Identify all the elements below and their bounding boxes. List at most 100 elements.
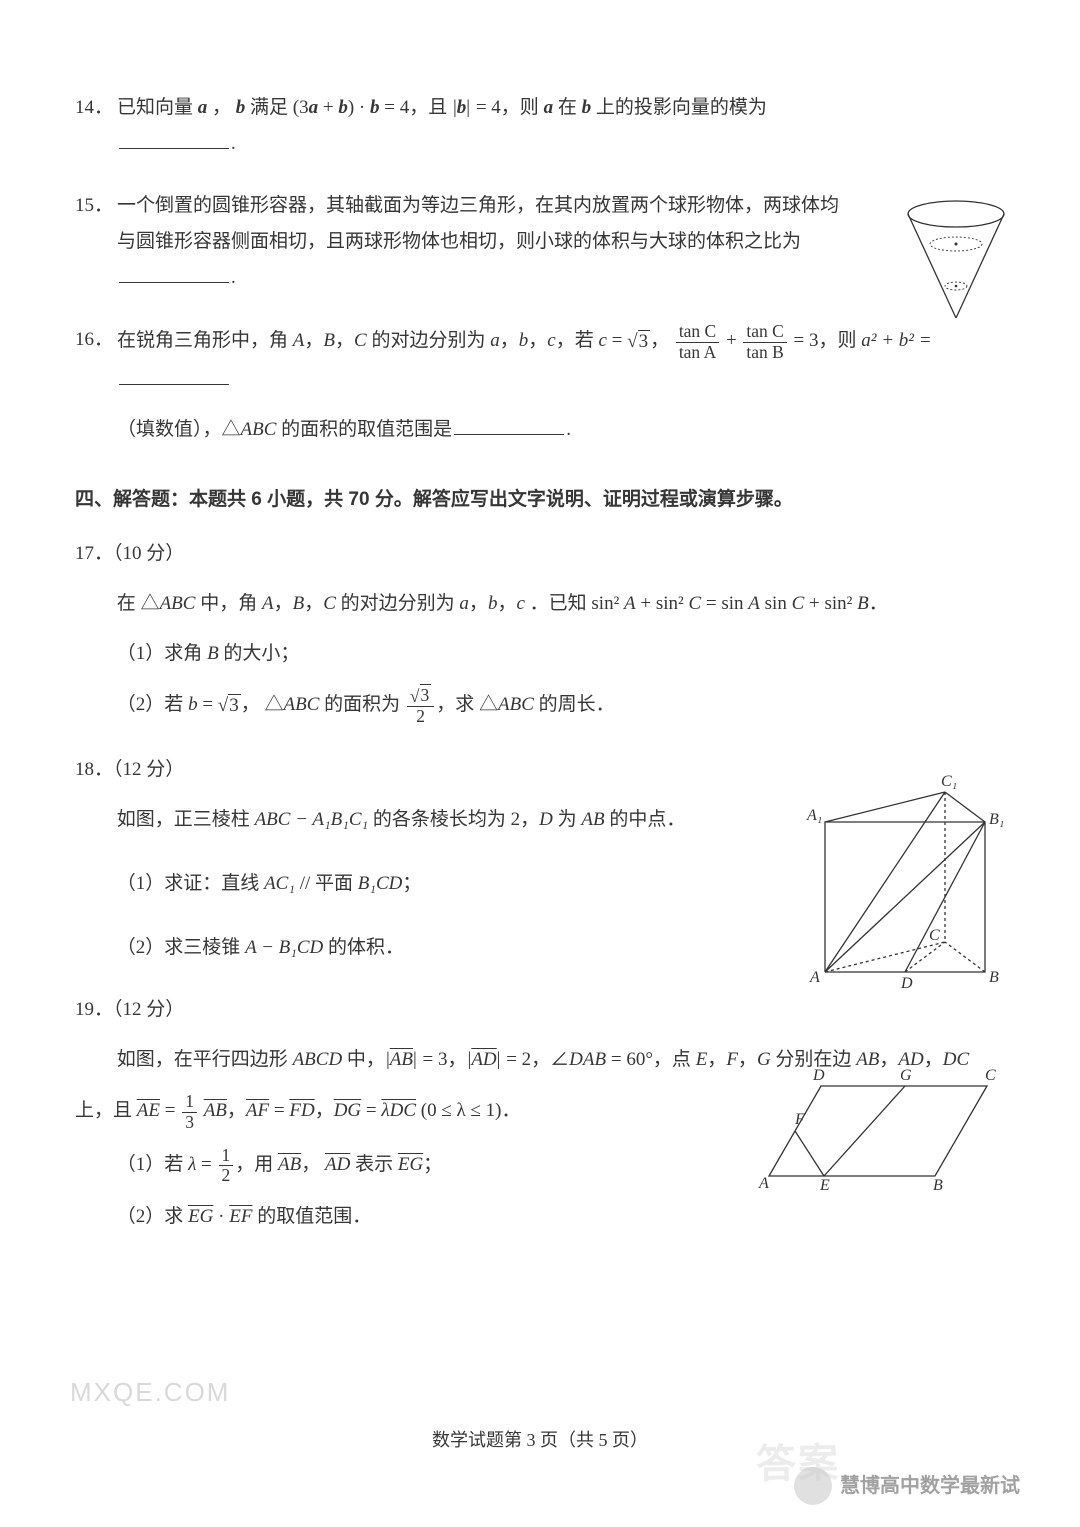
q18: 18．（12 分） 如图，正三棱柱 ABC − A₁B₁C₁ 的各条棱长均为 2… [75, 752, 1005, 966]
frac: 13 [182, 1092, 197, 1131]
t: （2）若 [117, 695, 188, 716]
svg-text:C₁: C₁ [941, 773, 957, 790]
t: 与圆锥形容器侧面相切，且两球形物体也相切，则小球的体积与大球的体积之比为 [117, 231, 801, 252]
t: ，求 △ [436, 695, 498, 716]
n: 1 [219, 1146, 234, 1165]
t: （2）求 [117, 1206, 188, 1227]
EF: EF [229, 1206, 252, 1227]
wm-text: 慧博高中数学最新试 [840, 1467, 1020, 1505]
ABC: ABC [160, 593, 196, 614]
t: 的取值范围． [252, 1206, 371, 1227]
t: = [160, 1101, 180, 1122]
E: E [696, 1049, 708, 1070]
svg-text:A: A [758, 1175, 769, 1192]
abs: AB [385, 1049, 418, 1070]
A: A [748, 593, 760, 614]
d: tan A [676, 342, 719, 362]
svg-text:B₁: B₁ [989, 811, 1004, 828]
t: 一个倒置的圆锥形容器，其轴截面为等边三角形，在其内放置两个球形物体，两球体均 [117, 195, 839, 216]
n: tan C [676, 322, 719, 341]
ABC: ABC [283, 695, 319, 716]
svg-text:D: D [812, 1067, 825, 1084]
vec-a: a [309, 97, 319, 118]
AD: AD [325, 1154, 350, 1175]
C: C [323, 593, 336, 614]
t: （2）求三棱锥 [117, 937, 245, 958]
t: 如图，在平行四边形 [117, 1049, 293, 1070]
q19-p1: （1）若 λ = 12，用 AB， AD 表示 EG； [117, 1146, 745, 1185]
t: ，用 [235, 1154, 278, 1175]
svg-text:G: G [900, 1067, 912, 1084]
frac: tan Ctan B [743, 322, 786, 361]
n: tan C [743, 322, 786, 341]
t: 在 △ [117, 593, 160, 614]
watermark-right: 慧博高中数学最新试 [794, 1467, 1020, 1505]
t: = 3，则 [789, 331, 861, 352]
t: 的周长． [534, 695, 615, 716]
t: 为 [553, 809, 582, 830]
q16-body: 在锐角三角形中，角 A，B，C 的对边分别为 a，b，c，若 c = 3， ta… [117, 322, 1005, 448]
B1CD: B₁CD [358, 873, 403, 894]
AC1: AC₁ [264, 873, 295, 894]
d: 2 [407, 706, 434, 726]
vec-b: b [457, 97, 467, 118]
vec-a: a [544, 97, 554, 118]
q17-num: 17．（10 分） [75, 536, 1005, 572]
t: 在 [553, 97, 582, 118]
watermark-left: MXQE.COM [70, 1368, 230, 1417]
c: c [516, 593, 524, 614]
rad: 3 [228, 694, 241, 716]
svg-text:A: A [809, 969, 820, 986]
AB: AB [204, 1101, 227, 1122]
AB1CD: A − B₁CD [245, 937, 323, 958]
q19: 19．（12 分） 如图，在平行四边形 ABCD 中，AB = 3，AD = 2… [75, 992, 1005, 1235]
AB: AB [278, 1154, 301, 1175]
C: C [354, 331, 367, 352]
t: 的对边分别为 [336, 593, 460, 614]
b: b [519, 331, 529, 352]
ABCD: ABCD [293, 1049, 343, 1070]
t: 的面积为 [319, 695, 405, 716]
q19-p2: （2）求 EG · EF 的取值范围． [117, 1199, 745, 1235]
t: + [318, 97, 338, 118]
q17-p2: （2）若 b = 3， △ABC 的面积为 32，求 △ABC 的周长． [117, 686, 1005, 725]
parallel: // [295, 873, 315, 894]
t: = [196, 1154, 216, 1175]
AD: AD [471, 1049, 496, 1070]
frac: 12 [219, 1146, 234, 1185]
n: 1 [182, 1092, 197, 1111]
d: 2 [219, 1165, 234, 1185]
EG: EG [398, 1154, 423, 1175]
d: tan B [743, 342, 786, 362]
t: 平面 [315, 873, 358, 894]
t: （填数值），△ [117, 419, 241, 440]
t: . [566, 419, 571, 440]
t: + sin² [636, 593, 689, 614]
b: b [188, 695, 198, 716]
t: （1）求证：直线 [117, 873, 264, 894]
t: = 60°，点 [606, 1049, 696, 1070]
svg-text:C: C [985, 1067, 996, 1084]
t: 的面积的取值范围是 [276, 419, 452, 440]
t: 满足 (3 [250, 97, 309, 118]
q17: 17．（10 分） 在 △ABC 中，角 A，B，C 的对边分别为 a，b，c … [75, 536, 1005, 726]
vec-b: b [582, 97, 592, 118]
ABC: ABC [498, 695, 534, 716]
parallelogram-figure-icon: A E B D G C F [755, 1064, 1005, 1194]
svg-text:D: D [900, 975, 913, 992]
c: c [547, 331, 555, 352]
sqrt: 3 [627, 324, 650, 360]
t: sin [760, 593, 792, 614]
blank [119, 262, 229, 283]
t: . [231, 267, 236, 288]
DG: DG [334, 1101, 361, 1122]
frac: tan Ctan A [676, 322, 719, 361]
t: 表示 [350, 1154, 398, 1175]
b: b [488, 593, 498, 614]
B: B [857, 593, 869, 614]
AE: AE [137, 1101, 160, 1122]
blank [119, 128, 229, 149]
q14-body: 已知向量 a ， b 满足 (3a + b) · b = 4，且 b = 4，则… [117, 90, 1005, 162]
section-4-heading: 四、解答题：本题共 6 小题，共 70 分。解答应写出文字说明、证明过程或演算步… [75, 482, 1005, 518]
abs: AD [467, 1049, 502, 1070]
